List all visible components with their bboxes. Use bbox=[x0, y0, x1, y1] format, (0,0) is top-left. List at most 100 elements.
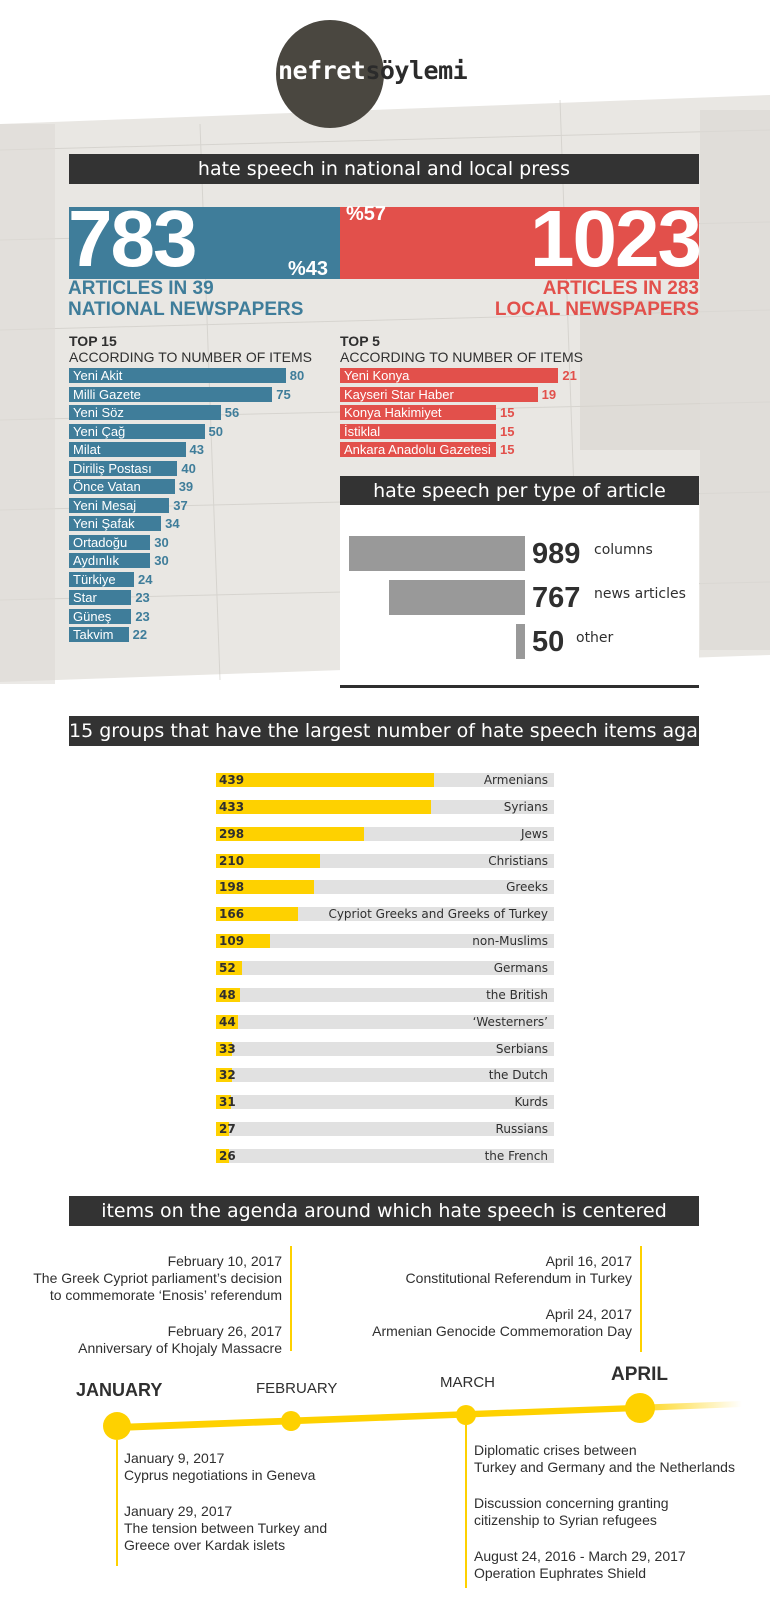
paper-value: 19 bbox=[541, 386, 557, 402]
paper-value: 40 bbox=[181, 460, 196, 476]
event-text: to commemorate ‘Enosis’ referendum bbox=[49, 1287, 282, 1303]
national-caption: ARTICLES IN 39 NATIONAL NEWSPAPERS bbox=[68, 278, 303, 320]
paper-value: 15 bbox=[500, 423, 515, 439]
group-value: 210 bbox=[219, 853, 245, 868]
group-bar bbox=[216, 960, 242, 975]
type-label: columns bbox=[594, 542, 653, 558]
group-name: the British bbox=[486, 987, 548, 1002]
agenda-section-title: items on the agenda around which hate sp… bbox=[69, 1196, 699, 1226]
event-diplomatic-crises: Diplomatic crises between Turkey and Ger… bbox=[474, 1442, 735, 1476]
group-value: 48 bbox=[219, 987, 236, 1002]
group-row: 44 ‘Westerners’ bbox=[216, 1014, 554, 1029]
group-row: 198 Greeks bbox=[216, 880, 554, 895]
paper-bar: Takvim bbox=[69, 627, 129, 642]
paper-bar: Önce Vatan bbox=[69, 479, 175, 494]
group-value: 198 bbox=[219, 880, 245, 895]
group-bar bbox=[216, 907, 299, 922]
type-label: news articles bbox=[594, 586, 686, 602]
group-name: non-Muslims bbox=[472, 934, 548, 949]
timeline-dot-january bbox=[103, 1412, 131, 1440]
paper-bar: İstiklal bbox=[340, 423, 496, 439]
national-caption-line1: ARTICLES IN 39 bbox=[68, 278, 214, 299]
group-value: 31 bbox=[219, 1095, 236, 1110]
press-section-title: hate speech in national and local press bbox=[69, 154, 699, 184]
type-value: 989 bbox=[532, 538, 581, 570]
event-text: Constitutional Referendum in Turkey bbox=[405, 1270, 632, 1286]
group-row: 298 Jews bbox=[216, 826, 554, 841]
paper-bar: Aydınlık bbox=[69, 553, 151, 568]
event-date: January 29, 2017 bbox=[124, 1503, 233, 1519]
paper-bar: Yeni Şafak bbox=[69, 516, 162, 531]
month-april: APRIL bbox=[611, 1364, 668, 1385]
event-date: January 9, 2017 bbox=[124, 1450, 225, 1466]
timeline-dot-february bbox=[281, 1411, 301, 1431]
national-share-bar bbox=[69, 207, 340, 279]
group-name: Christians bbox=[488, 853, 548, 868]
group-value: 44 bbox=[219, 1014, 236, 1029]
top-local-subtitle: ACCORDING TO NUMBER OF ITEMS bbox=[340, 349, 583, 365]
event-date: August 24, 2016 - March 29, 2017 bbox=[474, 1548, 686, 1564]
paper-bar: Türkiye bbox=[69, 571, 135, 587]
group-row: 52 Germans bbox=[216, 960, 554, 975]
article-type-title: hate speech per type of article bbox=[340, 476, 699, 506]
paper-value: 43 bbox=[189, 442, 204, 457]
group-name: Greeks bbox=[506, 880, 548, 895]
event-apr-16: April 16, 2017 Constitutional Referendum… bbox=[406, 1253, 632, 1287]
group-bar bbox=[216, 773, 434, 787]
group-name: Germans bbox=[493, 960, 548, 975]
connector-april bbox=[640, 1246, 642, 1352]
group-value: 27 bbox=[219, 1122, 236, 1137]
local-caption-line1: ARTICLES IN 283 bbox=[542, 278, 699, 299]
connector-march bbox=[465, 1425, 467, 1588]
type-value: 50 bbox=[532, 626, 565, 658]
paper-value: 30 bbox=[154, 534, 169, 550]
local-percent: %57 bbox=[346, 203, 387, 225]
event-date: April 16, 2017 bbox=[545, 1253, 632, 1269]
event-date: April 24, 2017 bbox=[545, 1306, 632, 1322]
timeline-dot-march bbox=[456, 1405, 476, 1425]
paper-bar: Yeni Çağ bbox=[69, 423, 205, 439]
group-name: Syrians bbox=[503, 799, 548, 814]
event-date: February 10, 2017 bbox=[167, 1253, 282, 1269]
event-feb-10: February 10, 2017 The Greek Cypriot parl… bbox=[33, 1253, 282, 1304]
event-jan-9: January 9, 2017 Cyprus negotiations in G… bbox=[124, 1450, 315, 1484]
paper-bar: Diriliş Postası bbox=[69, 460, 178, 476]
paper-value: 23 bbox=[135, 590, 150, 605]
group-row: 439 Armenians bbox=[216, 773, 554, 787]
type-bar bbox=[388, 580, 525, 615]
national-caption-line2: NATIONAL NEWSPAPERS bbox=[68, 299, 304, 320]
paper-bar: Güneş bbox=[69, 608, 132, 624]
group-bar bbox=[216, 1122, 230, 1137]
paper-bar: Ortadoğu bbox=[69, 534, 151, 550]
event-date: February 26, 2017 bbox=[167, 1323, 282, 1339]
paper-bar: Milli Gazete bbox=[69, 386, 273, 402]
paper-value: 22 bbox=[132, 627, 148, 642]
event-text: The tension between Turkey and bbox=[124, 1520, 328, 1536]
local-share-bar bbox=[340, 207, 699, 279]
timeline-dot-april bbox=[625, 1393, 655, 1423]
connector-february bbox=[290, 1246, 292, 1351]
group-row: 26 the French bbox=[216, 1148, 554, 1163]
event-euphrates-shield: August 24, 2016 - March 29, 2017 Operati… bbox=[474, 1548, 686, 1582]
group-bar bbox=[216, 826, 364, 841]
group-value: 32 bbox=[219, 1068, 236, 1083]
group-value: 52 bbox=[219, 960, 236, 975]
type-bar bbox=[516, 624, 525, 659]
type-bar bbox=[349, 536, 525, 571]
group-name: Armenians bbox=[483, 773, 548, 787]
article-type-chart: 989 columns 767 news articles 50 other bbox=[340, 505, 699, 688]
logo: nefretsöylemi bbox=[278, 56, 468, 85]
group-value: 26 bbox=[219, 1148, 236, 1163]
paper-bar: Yeni Konya bbox=[340, 368, 559, 383]
paper-value: 75 bbox=[276, 386, 291, 402]
group-name: the French bbox=[484, 1148, 548, 1163]
group-value: 33 bbox=[219, 1041, 236, 1056]
paper-value: 37 bbox=[173, 497, 188, 513]
group-value: 166 bbox=[219, 907, 245, 922]
month-january: JANUARY bbox=[76, 1380, 163, 1400]
month-february: FEBRUARY bbox=[256, 1380, 338, 1397]
event-feb-26: February 26, 2017 Anniversary of Khojaly… bbox=[78, 1323, 282, 1357]
local-count: 1023 bbox=[530, 194, 702, 283]
group-bar bbox=[216, 987, 240, 1002]
paper-value: 80 bbox=[289, 368, 305, 383]
